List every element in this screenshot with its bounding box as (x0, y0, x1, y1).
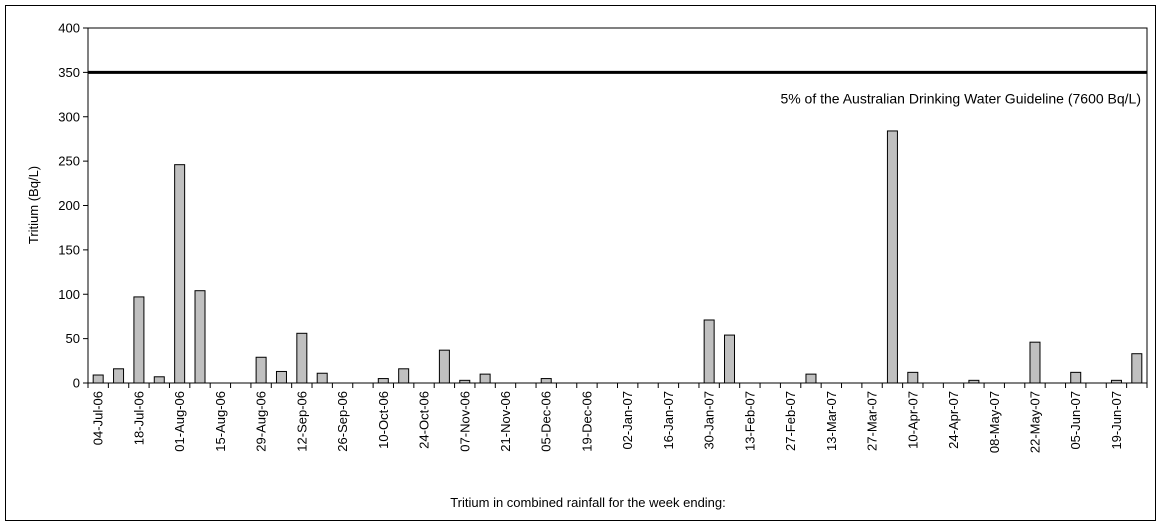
x-tick-label: 18-Jul-06 (131, 391, 146, 445)
x-tick-label: 15-Aug-06 (213, 391, 228, 452)
y-axis-title: Tritium (Bq/L) (26, 166, 41, 244)
x-tick-label: 24-Oct-06 (417, 391, 432, 449)
x-tick-label: 05-Jun-07 (1068, 391, 1083, 450)
x-tick-label: 12-Sep-06 (294, 391, 309, 452)
y-tick-label: 300 (58, 109, 80, 124)
x-tick-label: 22-May-07 (1027, 391, 1042, 453)
bar (886, 130, 898, 384)
bar (296, 332, 308, 384)
x-tick-label: 13-Mar-07 (824, 391, 839, 451)
x-tick-label: 30-Jan-07 (702, 391, 717, 450)
y-tick-label: 150 (58, 242, 80, 257)
bar (194, 290, 206, 384)
x-tick-label: 27-Feb-07 (783, 391, 798, 451)
bar (153, 376, 165, 384)
x-tick-label: 13-Feb-07 (742, 391, 757, 451)
x-tick-label: 29-Aug-06 (254, 391, 269, 452)
x-tick-label: 24-Apr-07 (946, 391, 961, 449)
chart-border (5, 5, 1156, 521)
bar (1070, 371, 1082, 384)
bar (174, 164, 186, 384)
bar (133, 296, 145, 384)
x-axis-title: Tritium in combined rainfall for the wee… (450, 495, 726, 510)
bar (805, 373, 817, 384)
bar (255, 356, 267, 384)
x-tick-label: 02-Jan-07 (620, 391, 635, 450)
y-tick-label: 400 (58, 21, 80, 36)
x-tick-label: 10-Apr-07 (905, 391, 920, 449)
x-tick-label: 26-Sep-06 (335, 391, 350, 452)
x-tick-label: 27-Mar-07 (865, 391, 880, 451)
x-tick-label: 19-Jun-07 (1109, 391, 1124, 450)
bar (1029, 341, 1041, 384)
x-tick-label: 07-Nov-06 (457, 391, 472, 452)
x-tick-label: 04-Jul-06 (91, 391, 106, 445)
x-tick-label: 10-Oct-06 (376, 391, 391, 449)
bar (1110, 379, 1122, 384)
x-tick-label: 16-Jan-07 (661, 391, 676, 450)
bar (724, 334, 736, 384)
bar (459, 379, 471, 384)
x-tick-label: 19-Dec-06 (579, 391, 594, 452)
y-tick-label: 100 (58, 287, 80, 302)
y-tick-label: 250 (58, 154, 80, 169)
x-tick-label: 08-May-07 (987, 391, 1002, 453)
bar (703, 319, 715, 384)
bar (92, 374, 104, 384)
bar (540, 378, 552, 384)
x-tick-label: 21-Nov-06 (498, 391, 513, 452)
bar (377, 378, 389, 384)
bar (113, 368, 125, 384)
bar (479, 373, 491, 384)
bar (968, 379, 980, 384)
y-tick-label: 350 (58, 65, 80, 80)
bar (1131, 353, 1143, 384)
x-tick-label: 05-Dec-06 (539, 391, 554, 452)
y-tick-label: 50 (66, 331, 80, 346)
bar (907, 371, 919, 384)
bar (398, 368, 410, 384)
y-tick-label: 0 (73, 376, 80, 391)
bar (316, 372, 328, 384)
y-tick-label: 200 (58, 198, 80, 213)
reference-label: 5% of the Australian Drinking Water Guid… (780, 90, 1141, 106)
bar (275, 370, 287, 384)
x-tick-label: 01-Aug-06 (172, 391, 187, 452)
bar (438, 349, 450, 384)
